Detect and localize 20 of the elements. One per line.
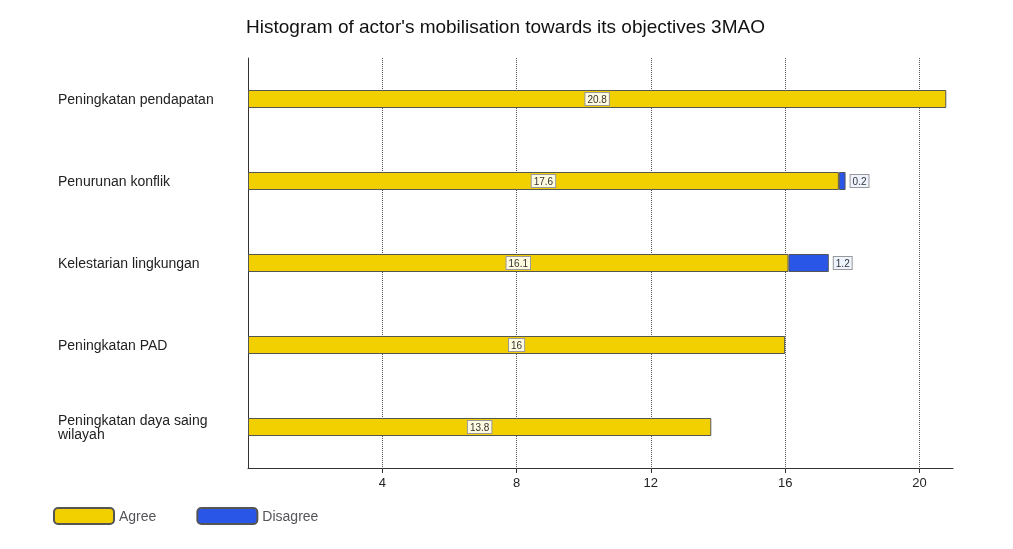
data-label: 0.2 [852, 175, 867, 187]
data-label: 1.2 [835, 257, 851, 269]
data-label: 20.8 [587, 93, 608, 105]
x-tick-label: 20 [912, 475, 927, 490]
x-tick-label: 8 [512, 475, 521, 490]
x-tick-label: 12 [643, 475, 659, 490]
x-tick-label: 16 [777, 475, 793, 490]
y-tick-label: Penurunan konflik [58, 173, 172, 189]
y-tick-label: Peningkatan PAD [58, 337, 168, 353]
y-tick-label: Peningkatan daya saing wilayah [57, 412, 212, 442]
legend-label: Agree [119, 508, 157, 524]
y-tick-label: Kelestarian lingkungan [58, 255, 200, 271]
data-label: 16.1 [508, 257, 529, 269]
chart-title: Histogram of actor's mobilisation towards its objectives 3MAO [246, 16, 765, 37]
legend-label: Disagree [262, 508, 319, 524]
data-label: 16 [511, 339, 523, 351]
data-label: 17.6 [533, 175, 554, 187]
x-tick-label: 4 [378, 475, 386, 490]
data-label: 13.8 [469, 421, 490, 433]
y-tick-label: Peningkatan pendapatan [58, 91, 214, 107]
